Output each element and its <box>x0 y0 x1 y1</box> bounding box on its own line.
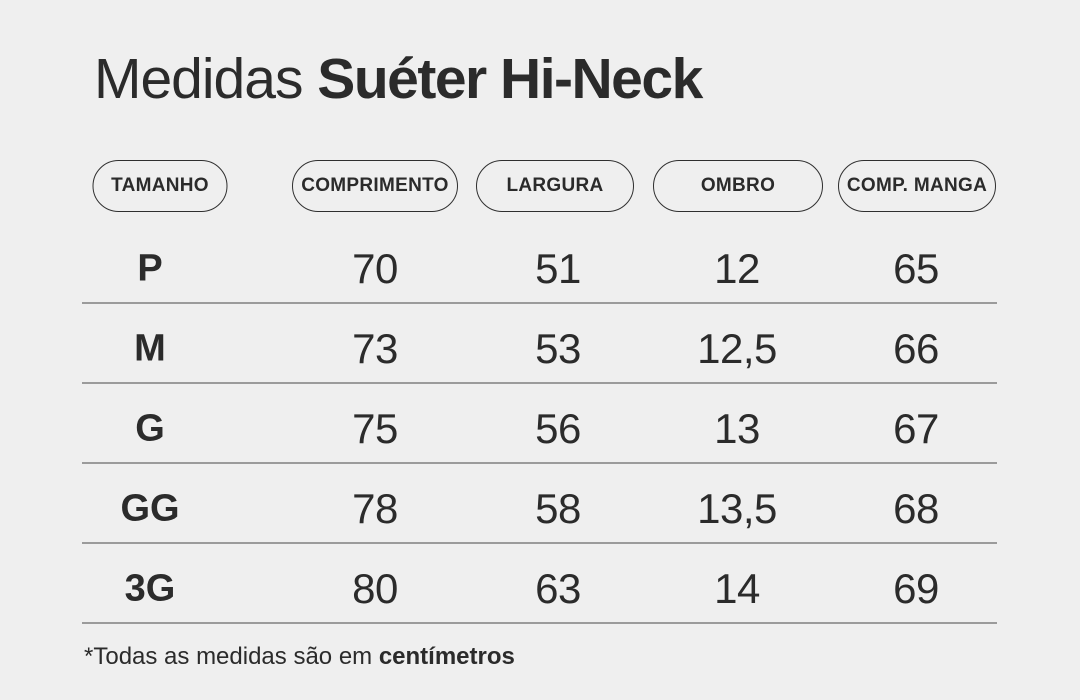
size-cell: M <box>134 327 166 370</box>
title-bold: Suéter Hi-Neck <box>317 47 703 111</box>
value-cell-ombro: 13,5 <box>697 485 777 533</box>
size-cell: G <box>135 407 165 450</box>
table-row-p: P 70 51 12 65 <box>82 224 997 304</box>
value-cell-comp-manga: 65 <box>893 245 939 293</box>
value-cell-largura: 58 <box>535 485 581 533</box>
value-cell-largura: 53 <box>535 325 581 373</box>
table-row-3g: 3G 80 63 14 69 <box>82 544 997 624</box>
size-cell: 3G <box>124 567 176 610</box>
title-regular: Medidas <box>94 47 318 111</box>
size-cell: P <box>137 247 163 290</box>
value-cell-ombro: 13 <box>714 405 760 453</box>
column-pill-largura: LARGURA <box>476 160 634 212</box>
value-cell-largura: 56 <box>535 405 581 453</box>
value-cell-comp-manga: 67 <box>893 405 939 453</box>
value-cell-ombro: 12 <box>714 245 760 293</box>
value-cell-largura: 63 <box>535 565 581 613</box>
value-cell-ombro: 14 <box>714 565 760 613</box>
table-row-gg: GG 78 58 13,5 68 <box>82 464 997 544</box>
value-cell-comprimento: 80 <box>352 565 398 613</box>
size-cell: GG <box>120 487 180 530</box>
column-pill-tamanho: TAMANHO <box>92 160 228 212</box>
value-cell-comp-manga: 68 <box>893 485 939 533</box>
value-cell-comp-manga: 66 <box>893 325 939 373</box>
column-pill-comp-manga: COMP. MANGA <box>838 160 996 212</box>
value-cell-comprimento: 70 <box>352 245 398 293</box>
column-pill-ombro: OMBRO <box>653 160 823 212</box>
value-cell-ombro: 12,5 <box>697 325 777 373</box>
value-cell-comp-manga: 69 <box>893 565 939 613</box>
table-row-m: M 73 53 12,5 66 <box>82 304 997 384</box>
footnote-regular: *Todas as medidas são em <box>84 643 379 670</box>
page-title: Medidas Suéter Hi-Neck <box>94 47 703 111</box>
value-cell-comprimento: 73 <box>352 325 398 373</box>
value-cell-comprimento: 75 <box>352 405 398 453</box>
value-cell-largura: 51 <box>535 245 581 293</box>
column-pill-comprimento: COMPRIMENTO <box>292 160 458 212</box>
footnote: *Todas as medidas são em centímetros <box>84 643 515 671</box>
size-table: TAMANHO COMPRIMENTO LARGURA OMBRO COMP. … <box>82 150 997 624</box>
footnote-bold: centímetros <box>378 643 515 670</box>
value-cell-comprimento: 78 <box>352 485 398 533</box>
table-header-row: TAMANHO COMPRIMENTO LARGURA OMBRO COMP. … <box>82 150 997 224</box>
table-row-g: G 75 56 13 67 <box>82 384 997 464</box>
